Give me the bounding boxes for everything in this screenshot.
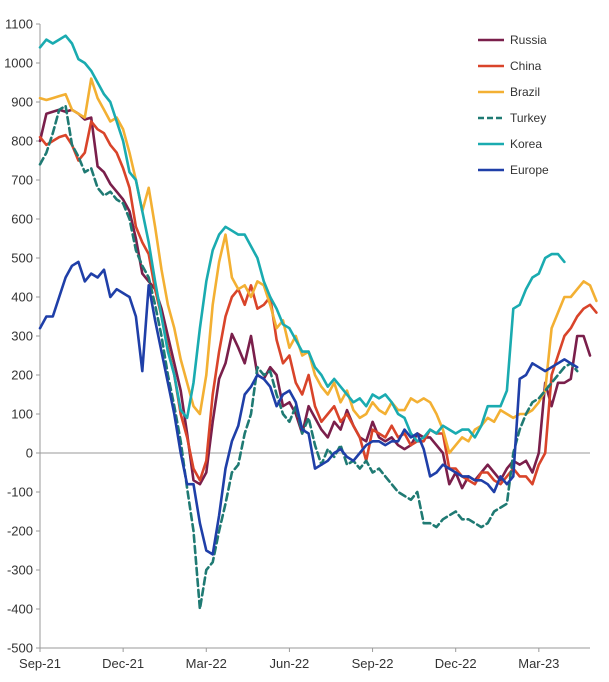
y-tick-label: 800 (11, 134, 33, 149)
series-line-korea (38, 34, 566, 443)
series-group (38, 34, 598, 611)
x-tick-label: Jun-22 (270, 656, 310, 671)
x-tick-label: Sep-22 (352, 656, 394, 671)
legend-label-brazil: Brazil (510, 85, 540, 99)
series-line-russia (38, 108, 592, 490)
series-line-turkey (38, 104, 579, 611)
y-tick-label: -300 (7, 563, 33, 578)
x-tick-label: Sep-21 (19, 656, 61, 671)
y-tick-label: 1100 (5, 17, 33, 32)
y-tick-label: 1000 (4, 56, 33, 71)
y-tick-label: 300 (11, 329, 33, 344)
legend-label-korea: Korea (510, 137, 542, 151)
y-tick-label: -400 (7, 602, 33, 617)
x-tick-label: Mar-23 (518, 656, 559, 671)
x-tick-label: Dec-21 (102, 656, 144, 671)
legend: Russia China Brazil Turkey Korea Europe (478, 33, 549, 177)
x-tick-label: Mar-22 (186, 656, 227, 671)
y-tick-label: 100 (11, 407, 33, 422)
axes: -500 -400 -300 -200 -100 0 100 200 300 400 500 600 7… (4, 17, 590, 671)
legend-label-russia: Russia (510, 33, 547, 47)
y-tick-label: 600 (11, 212, 33, 227)
y-tick-label: 0 (26, 446, 33, 461)
y-tick-label: 400 (11, 290, 33, 305)
y-tick-label: 200 (11, 368, 33, 383)
legend-label-turkey: Turkey (510, 111, 546, 125)
legend-label-europe: Europe (510, 163, 549, 177)
y-tick-label: 500 (11, 251, 33, 266)
y-tick-label: 900 (11, 95, 33, 110)
legend-label-china: China (510, 59, 542, 73)
y-tick-label: -100 (7, 485, 33, 500)
x-tick-label: Dec-22 (435, 656, 477, 671)
series-line-brazil (38, 77, 598, 455)
series-line-europe (38, 260, 579, 556)
y-tick-label: 700 (11, 173, 33, 188)
y-tick-label: -200 (7, 524, 33, 539)
y-tick-label: -500 (7, 641, 33, 656)
